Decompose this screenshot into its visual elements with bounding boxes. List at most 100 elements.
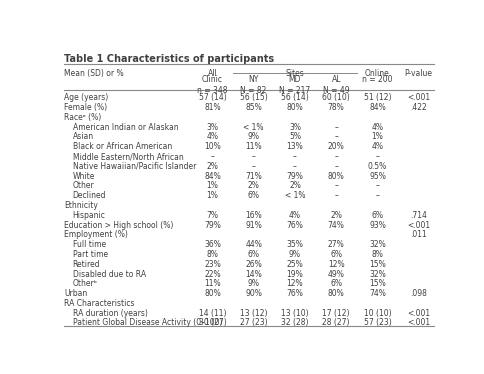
Text: 79%: 79% — [204, 221, 221, 230]
Text: 6%: 6% — [248, 250, 260, 259]
Text: 14%: 14% — [245, 270, 262, 279]
Text: Female (%): Female (%) — [64, 103, 107, 112]
Text: 17 (12): 17 (12) — [322, 309, 350, 318]
Text: 32%: 32% — [369, 270, 386, 279]
Text: 30 (27): 30 (27) — [198, 319, 227, 328]
Text: –: – — [334, 162, 338, 171]
Text: <.001: <.001 — [407, 309, 430, 318]
Text: Clinic
n = 348: Clinic n = 348 — [197, 74, 227, 95]
Text: –: – — [376, 152, 379, 161]
Text: 25%: 25% — [287, 260, 303, 269]
Text: 2%: 2% — [207, 162, 218, 171]
Text: –: – — [293, 152, 297, 161]
Text: Raceᵃ (%): Raceᵃ (%) — [64, 113, 102, 122]
Text: 4%: 4% — [206, 132, 218, 141]
Text: Disabled due to RA: Disabled due to RA — [73, 270, 146, 279]
Text: 44%: 44% — [245, 240, 262, 249]
Text: Hispanic: Hispanic — [73, 211, 106, 220]
Text: 95%: 95% — [369, 172, 386, 181]
Text: American Indian or Alaskan: American Indian or Alaskan — [73, 123, 178, 132]
Text: 4%: 4% — [289, 211, 301, 220]
Text: –: – — [293, 162, 297, 171]
Text: 51 (12): 51 (12) — [363, 93, 391, 102]
Text: 13%: 13% — [287, 142, 303, 151]
Text: 0.5%: 0.5% — [368, 162, 387, 171]
Text: 80%: 80% — [328, 172, 345, 181]
Text: Black or African American: Black or African American — [73, 142, 172, 151]
Text: Age (years): Age (years) — [64, 93, 108, 102]
Text: RA Characteristics: RA Characteristics — [64, 299, 135, 308]
Text: 90%: 90% — [245, 289, 262, 298]
Text: 6%: 6% — [371, 211, 383, 220]
Text: 85%: 85% — [245, 103, 262, 112]
Text: 1%: 1% — [207, 191, 218, 200]
Text: 3%: 3% — [206, 123, 218, 132]
Text: 13 (10): 13 (10) — [281, 309, 309, 318]
Text: 93%: 93% — [369, 221, 386, 230]
Text: <.001: <.001 — [407, 93, 430, 102]
Text: Otherᵇ: Otherᵇ — [73, 279, 97, 288]
Text: –: – — [334, 123, 338, 132]
Text: –: – — [334, 191, 338, 200]
Text: –: – — [252, 162, 256, 171]
Text: P-value: P-value — [405, 69, 433, 79]
Text: <.001: <.001 — [407, 319, 430, 328]
Text: 15%: 15% — [369, 260, 386, 269]
Text: –: – — [334, 181, 338, 190]
Text: 6%: 6% — [330, 250, 342, 259]
Text: Middle Eastern/North African: Middle Eastern/North African — [73, 152, 183, 161]
Text: 14 (11): 14 (11) — [198, 309, 226, 318]
Text: 4%: 4% — [371, 142, 383, 151]
Text: .714: .714 — [410, 211, 427, 220]
Text: 74%: 74% — [369, 289, 386, 298]
Text: Part time: Part time — [73, 250, 107, 259]
Text: 79%: 79% — [287, 172, 303, 181]
Text: 76%: 76% — [287, 221, 303, 230]
Text: 60 (10): 60 (10) — [322, 93, 350, 102]
Text: 74%: 74% — [328, 221, 345, 230]
Text: 80%: 80% — [328, 289, 345, 298]
Text: 32 (28): 32 (28) — [281, 319, 309, 328]
Text: Employment (%): Employment (%) — [64, 230, 128, 239]
Text: < 1%: < 1% — [243, 123, 264, 132]
Text: .011: .011 — [410, 230, 427, 239]
Text: AL
N = 49: AL N = 49 — [323, 74, 349, 95]
Text: 10 (10): 10 (10) — [363, 309, 391, 318]
Text: 9%: 9% — [289, 250, 301, 259]
Text: 3%: 3% — [289, 123, 301, 132]
Text: –: – — [334, 152, 338, 161]
Text: Sites: Sites — [286, 69, 304, 79]
Text: 16%: 16% — [245, 211, 262, 220]
Text: Native Hawaiian/Pacific Islander: Native Hawaiian/Pacific Islander — [73, 162, 196, 171]
Text: 13 (12): 13 (12) — [240, 309, 268, 318]
Text: 1%: 1% — [207, 181, 218, 190]
Text: MD
N = 217: MD N = 217 — [279, 74, 311, 95]
Text: 20%: 20% — [328, 142, 345, 151]
Text: Retired: Retired — [73, 260, 100, 269]
Text: 7%: 7% — [206, 211, 218, 220]
Text: 80%: 80% — [287, 103, 303, 112]
Text: Online: Online — [365, 69, 390, 79]
Text: .098: .098 — [410, 289, 427, 298]
Text: All: All — [208, 69, 217, 79]
Text: 1%: 1% — [372, 132, 383, 141]
Text: 9%: 9% — [248, 132, 260, 141]
Text: 11%: 11% — [245, 142, 262, 151]
Text: Mean (SD) or %: Mean (SD) or % — [64, 69, 124, 79]
Text: Declined: Declined — [73, 191, 106, 200]
Text: 11%: 11% — [204, 279, 221, 288]
Text: 84%: 84% — [369, 103, 386, 112]
Text: Ethnicity: Ethnicity — [64, 201, 98, 210]
Text: RA duration (years): RA duration (years) — [73, 309, 148, 318]
Text: Patient Global Disease Activity (0–100): Patient Global Disease Activity (0–100) — [73, 319, 222, 328]
Text: 27%: 27% — [328, 240, 345, 249]
Text: Full time: Full time — [73, 240, 106, 249]
Text: 80%: 80% — [204, 289, 221, 298]
Text: Asian: Asian — [73, 132, 93, 141]
Text: Other: Other — [73, 181, 94, 190]
Text: 27 (23): 27 (23) — [240, 319, 268, 328]
Text: 57 (23): 57 (23) — [363, 319, 392, 328]
Text: 23%: 23% — [204, 260, 221, 269]
Text: 19%: 19% — [287, 270, 303, 279]
Text: 6%: 6% — [330, 279, 342, 288]
